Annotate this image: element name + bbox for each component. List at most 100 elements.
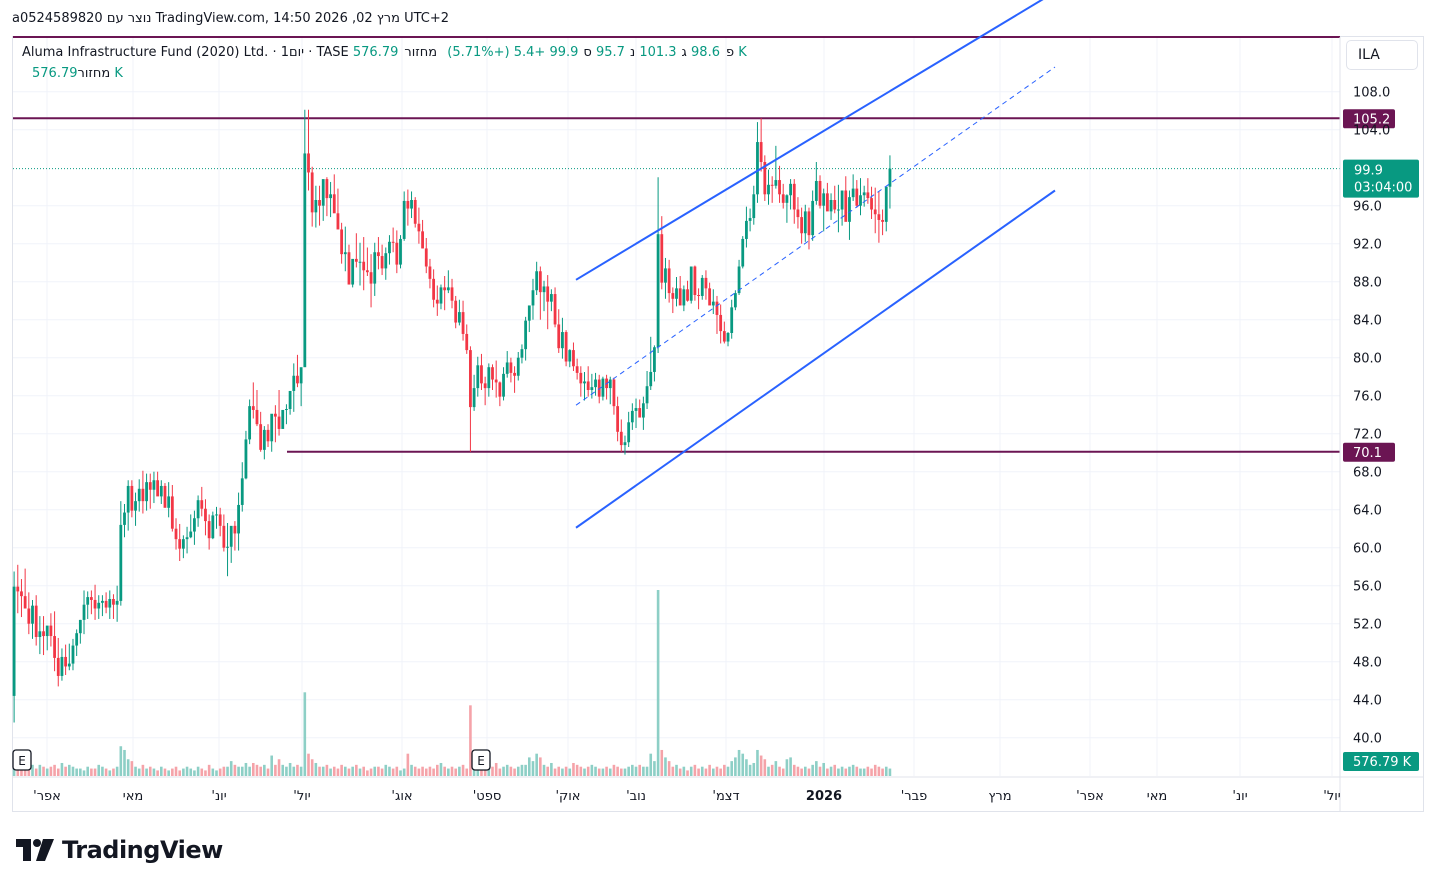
volume-bar: [491, 766, 494, 776]
candle-body: [45, 625, 49, 637]
volume-bar: [859, 768, 862, 776]
candle-body: [778, 180, 781, 195]
candle-body: [413, 200, 417, 224]
candle-body: [336, 213, 340, 230]
volume-bar: [270, 755, 273, 776]
volume-bar: [553, 768, 557, 776]
volume-bar: [509, 766, 513, 776]
candle-body: [75, 633, 79, 646]
candle-body: [377, 252, 380, 257]
candle-body: [667, 268, 671, 294]
volume-bar: [130, 761, 134, 776]
candle-body: [693, 266, 697, 295]
volume-bar: [97, 764, 101, 776]
candle-body: [781, 194, 785, 203]
volume-bar: [152, 768, 156, 776]
volume-bar: [75, 768, 78, 776]
candle-body: [380, 256, 384, 269]
candle-body: [730, 307, 734, 333]
candle-body: [619, 431, 623, 446]
volume-bar: [575, 764, 579, 776]
volume-bar: [307, 753, 310, 776]
volume-bar: [137, 768, 141, 776]
price-tick-label: 40.0: [1353, 732, 1382, 747]
low-label: נ: [629, 45, 636, 60]
candle-body: [483, 383, 487, 389]
volume-bar: [723, 764, 726, 776]
volume-bar: [443, 766, 446, 776]
volume-bar: [233, 764, 237, 776]
candle-body: [64, 656, 68, 667]
volume-bar: [182, 768, 185, 776]
candle-body: [645, 386, 649, 404]
candle-body: [763, 162, 767, 195]
grid-lines: [13, 37, 1340, 776]
volume-bar: [355, 764, 358, 776]
candle-body: [303, 153, 307, 368]
candle-body: [354, 258, 358, 262]
candle-body: [373, 252, 377, 284]
time-tick-label: 'נוב: [626, 789, 646, 804]
candle-body: [218, 514, 222, 526]
volume-bar: [597, 768, 601, 776]
volume-legend: מחזור576.79 K: [22, 66, 123, 81]
volume-bar: [513, 768, 516, 776]
volume-bar: [340, 764, 343, 776]
volume-bar: [207, 764, 211, 776]
candle-body: [586, 381, 590, 390]
candle-body: [200, 500, 204, 509]
candle-body: [469, 350, 472, 408]
candle-body: [664, 268, 667, 283]
candle-body: [251, 406, 255, 410]
candle-body: [715, 301, 719, 315]
volume-bar: [815, 761, 818, 776]
candle-body: [748, 218, 752, 221]
candle-body: [262, 429, 266, 450]
candle-body: [472, 388, 476, 408]
candle-body: [568, 350, 572, 362]
channel-lower-line: [575, 189, 1056, 529]
candle-body: [531, 290, 535, 306]
change-value: +5.4 (+5.71%): [447, 45, 546, 60]
volume-bar: [321, 766, 325, 776]
volume-bar: [391, 768, 395, 776]
volume-bar: [539, 757, 542, 776]
volume-bar: [211, 768, 215, 776]
volume-bar: [667, 761, 671, 776]
candle-body: [16, 586, 20, 592]
candle-body: [402, 200, 406, 239]
candle-body: [207, 521, 211, 539]
candle-body: [509, 362, 513, 373]
candle-body: [89, 597, 93, 600]
volume-bar: [60, 762, 64, 776]
currency-button[interactable]: ILA: [1346, 40, 1418, 70]
volume-bar: [627, 766, 630, 776]
candle-body: [145, 482, 148, 502]
symbol-title[interactable]: Aluma Infrastructure Fund (2020) Ltd. · …: [22, 45, 349, 60]
volume-bar: [424, 768, 428, 776]
volume-bar: [255, 764, 259, 776]
tradingview-logo[interactable]: TradingView: [16, 836, 223, 864]
candle-body: [542, 286, 546, 293]
volume-bar: [719, 768, 722, 776]
candle-body: [141, 488, 145, 502]
volume-bar: [402, 768, 406, 776]
volume-bar: [594, 766, 597, 776]
candle-body: [678, 288, 682, 306]
candle-body: [634, 408, 638, 411]
candle-body: [112, 599, 115, 605]
volume-bar: [505, 764, 509, 776]
candle-body: [737, 266, 741, 294]
candle-body: [870, 198, 873, 210]
volume-bar: [288, 762, 292, 776]
horizontal-levels: 105.2 70.1 99.9 03:04:00 576.79 K: [13, 36, 1419, 771]
volume-bar: [583, 768, 586, 776]
candle-body: [491, 367, 494, 380]
price-tick-label: 72.0: [1353, 428, 1382, 443]
low-value: 95.7: [596, 45, 625, 60]
volume-bar: [623, 768, 627, 776]
volume-bar: [862, 768, 866, 776]
volume-bar: [528, 757, 531, 776]
level-price-label: 105.2: [1353, 112, 1390, 127]
